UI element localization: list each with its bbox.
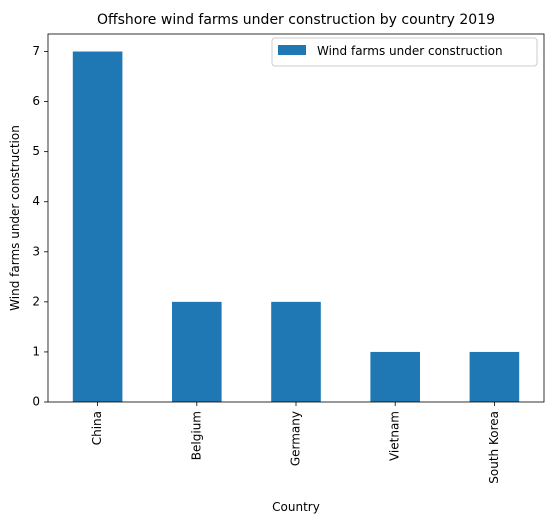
y-tick-label: 0 — [32, 395, 40, 409]
legend-label: Wind farms under construction — [317, 44, 503, 58]
y-tick-label: 2 — [32, 294, 40, 308]
x-axis-label: Country — [272, 500, 320, 514]
chart-title: Offshore wind farms under construction b… — [97, 12, 495, 28]
bar-belgium — [172, 301, 222, 402]
x-axis-ticks: China Belgium Germany Vietnam South Korea — [90, 402, 501, 484]
y-axis-label: Wind farms under construction — [8, 125, 22, 311]
bar-south-korea — [469, 351, 520, 402]
bar-vietnam — [370, 351, 420, 402]
plot-area: 0 1 2 3 4 5 6 7 China Belgium Germany Vietnam South… — [32, 33, 545, 484]
bars-group — [72, 51, 520, 403]
y-tick-label: 5 — [32, 144, 40, 158]
plot-frame — [47, 33, 545, 403]
x-tick-label: Vietnam — [388, 411, 402, 461]
y-tick-label: 4 — [32, 194, 40, 208]
y-tick-label: 7 — [32, 44, 40, 58]
bar-germany — [271, 301, 321, 402]
x-tick-label: South Korea — [487, 411, 501, 484]
y-axis-ticks: 0 1 2 3 4 5 6 7 — [32, 44, 48, 409]
y-tick-label: 3 — [32, 244, 40, 258]
x-tick-label: Germany — [289, 411, 303, 466]
x-tick-label: Belgium — [189, 411, 203, 460]
legend-box — [271, 37, 538, 67]
y-tick-label: 1 — [32, 344, 40, 358]
y-tick-label: 6 — [32, 94, 40, 108]
legend-swatch — [278, 45, 306, 55]
x-tick-label: China — [90, 411, 104, 445]
bar-china — [72, 51, 123, 403]
legend: Wind farms under construction — [271, 37, 538, 67]
